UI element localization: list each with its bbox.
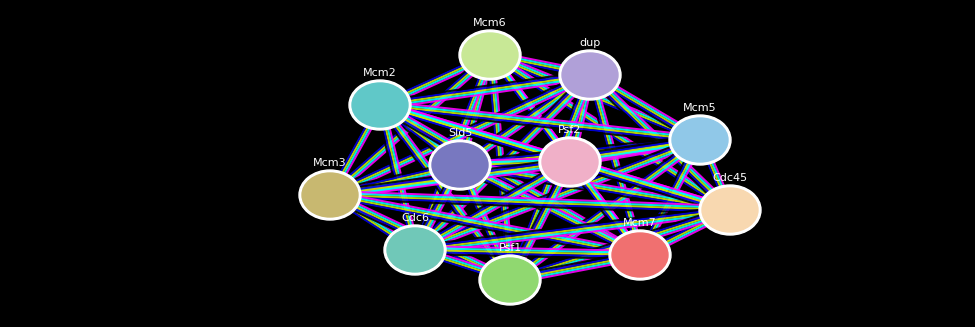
Ellipse shape <box>672 118 728 162</box>
Text: Cdc45: Cdc45 <box>713 173 748 183</box>
Ellipse shape <box>609 230 671 280</box>
Ellipse shape <box>429 140 491 190</box>
Ellipse shape <box>699 185 761 235</box>
Text: Psf2: Psf2 <box>559 125 582 135</box>
Text: Mcm2: Mcm2 <box>363 68 397 78</box>
Ellipse shape <box>299 170 361 220</box>
Ellipse shape <box>562 53 618 97</box>
Ellipse shape <box>542 140 598 184</box>
Ellipse shape <box>462 33 518 77</box>
Ellipse shape <box>387 228 443 272</box>
Text: Mcm5: Mcm5 <box>683 103 717 113</box>
Ellipse shape <box>539 137 601 187</box>
Ellipse shape <box>302 173 358 217</box>
Ellipse shape <box>459 30 521 80</box>
Ellipse shape <box>612 233 668 277</box>
Text: Mcm3: Mcm3 <box>313 158 347 168</box>
Ellipse shape <box>349 80 411 130</box>
Text: Cdc6: Cdc6 <box>401 213 429 223</box>
Ellipse shape <box>702 188 758 232</box>
Ellipse shape <box>559 50 621 100</box>
Ellipse shape <box>669 115 731 165</box>
Ellipse shape <box>352 83 408 127</box>
Text: Psf1: Psf1 <box>498 243 522 253</box>
Text: Mcm7: Mcm7 <box>623 218 657 228</box>
Text: Sld5: Sld5 <box>448 128 472 138</box>
Ellipse shape <box>432 143 488 187</box>
Ellipse shape <box>384 225 446 275</box>
Text: Mcm6: Mcm6 <box>473 18 507 28</box>
Ellipse shape <box>482 258 538 302</box>
Ellipse shape <box>479 255 541 305</box>
Text: dup: dup <box>579 38 601 48</box>
